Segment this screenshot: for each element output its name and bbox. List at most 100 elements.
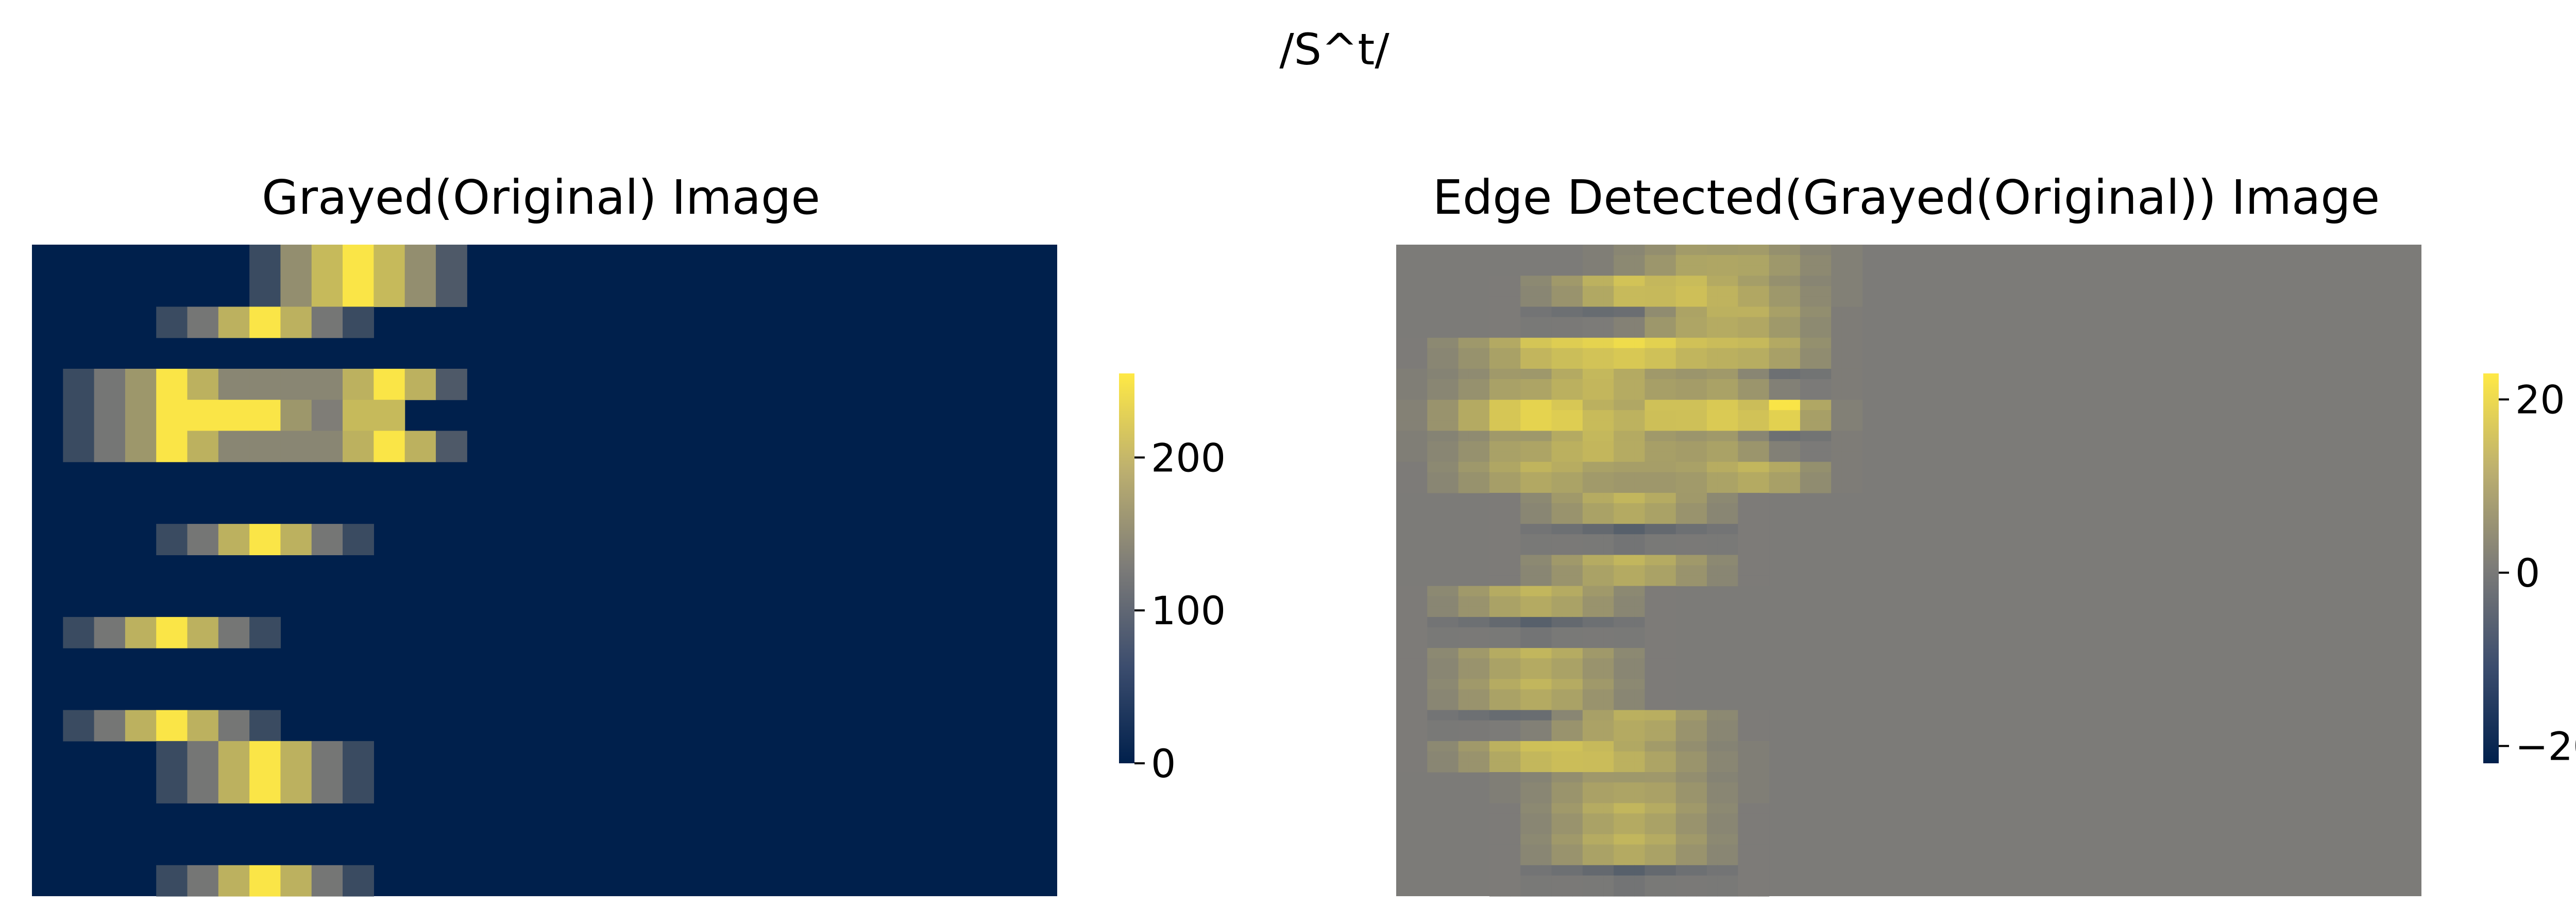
edge-cell <box>1634 286 1646 297</box>
edge-cell <box>1562 286 1573 297</box>
edge-cell <box>1417 669 1428 679</box>
edge-cell <box>1531 761 1542 773</box>
edge-cell <box>1614 379 1624 390</box>
edge-cell <box>1789 317 1801 328</box>
edge-cell <box>1800 327 1811 338</box>
heatmap-cell <box>311 306 343 338</box>
edge-cell <box>1665 400 1676 410</box>
edge-cell <box>1675 348 1687 359</box>
edge-cell <box>1592 524 1604 535</box>
edge-cell <box>1634 606 1646 618</box>
edge-cell <box>1448 730 1459 742</box>
edge-cell <box>1562 669 1573 679</box>
edge-cell <box>1603 679 1614 690</box>
edge-cell <box>1841 400 1853 410</box>
edge-cell <box>1821 420 1832 432</box>
edge-cell <box>1655 492 1666 504</box>
edge-cell <box>1531 730 1542 742</box>
edge-cell <box>1448 348 1459 359</box>
edge-cell <box>1655 730 1666 742</box>
edge-cell <box>1624 761 1635 773</box>
edge-cell <box>1437 710 1449 721</box>
edge-cell <box>1758 420 1770 432</box>
edge-cell <box>1707 410 1718 421</box>
edge-cell <box>1707 400 1718 410</box>
edge-cell <box>1406 472 1417 483</box>
edge-cell <box>1603 389 1614 400</box>
edge-cell <box>1665 793 1676 803</box>
edge-cell <box>1727 772 1738 783</box>
edge-cell <box>1592 679 1604 690</box>
edge-cell <box>1696 327 1707 338</box>
edge-cell <box>1645 482 1656 493</box>
edge-cell <box>1541 782 1552 793</box>
edge-cell <box>1675 844 1687 855</box>
edge-cell <box>1531 834 1542 845</box>
edge-cell <box>1406 658 1417 669</box>
edge-cell <box>1665 514 1676 524</box>
edge-cell <box>1717 761 1728 773</box>
edge-cell <box>1500 337 1511 349</box>
edge-cell <box>1500 431 1511 442</box>
edge-cell <box>1510 524 1521 535</box>
edge-cell <box>1562 379 1573 390</box>
edge-cell <box>1500 834 1511 845</box>
edge-cell <box>1489 699 1500 711</box>
edge-cell <box>1603 596 1614 607</box>
edge-cell <box>1769 265 1780 276</box>
edge-cell <box>1520 379 1531 390</box>
edge-cell <box>1665 834 1676 845</box>
edge-cell <box>1707 834 1718 845</box>
edge-cell <box>1510 431 1521 442</box>
edge-cell <box>1852 317 1863 328</box>
edge-cell <box>1614 317 1624 328</box>
edge-cell <box>1696 824 1707 835</box>
edge-cell <box>1665 638 1676 648</box>
edge-cell <box>1748 389 1759 400</box>
edge-cell <box>1562 410 1573 421</box>
edge-cell <box>1727 265 1738 276</box>
heatmap-cell <box>249 741 281 773</box>
edge-cell <box>1603 451 1614 463</box>
edge-cell <box>1738 431 1749 442</box>
edge-cell <box>1582 296 1594 307</box>
edge-cell <box>1417 761 1428 773</box>
edge-cell <box>1562 368 1573 380</box>
edge-cell <box>1758 844 1770 855</box>
edge-cell <box>1655 245 1666 255</box>
edge-cell <box>1707 730 1718 742</box>
edge-cell <box>1437 699 1449 711</box>
edge-cell <box>1582 410 1594 421</box>
edge-cell <box>1531 565 1542 576</box>
edge-cell <box>1675 296 1687 307</box>
edge-cell <box>1738 834 1749 845</box>
edge-cell <box>1634 689 1646 700</box>
edge-cell <box>1738 441 1749 452</box>
edge-cell <box>1396 638 1407 648</box>
edge-cell <box>1821 358 1832 369</box>
edge-cell <box>1738 337 1749 349</box>
edge-cell <box>1489 420 1500 432</box>
edge-cell <box>1748 575 1759 587</box>
edge-cell <box>1500 751 1511 762</box>
edge-cell <box>1821 431 1832 442</box>
edge-cell <box>1396 679 1407 690</box>
edge-cell <box>1655 782 1666 793</box>
edge-cell <box>1603 761 1614 773</box>
edge-cell <box>1696 348 1707 359</box>
edge-cell <box>1696 875 1707 886</box>
edge-cell <box>1686 854 1697 866</box>
edge-cell <box>1520 337 1531 349</box>
edge-cell <box>1696 358 1707 369</box>
edge-cell <box>1645 524 1656 535</box>
edge-cell <box>1468 586 1480 597</box>
edge-cell <box>1541 710 1552 721</box>
edge-cell <box>1841 410 1853 421</box>
edge-cell <box>1748 441 1759 452</box>
edge-cell <box>1634 627 1646 638</box>
edge-cell <box>1562 472 1573 483</box>
edge-cell <box>1665 245 1676 255</box>
edge-cell <box>1531 658 1542 669</box>
edge-cell <box>1769 389 1780 400</box>
